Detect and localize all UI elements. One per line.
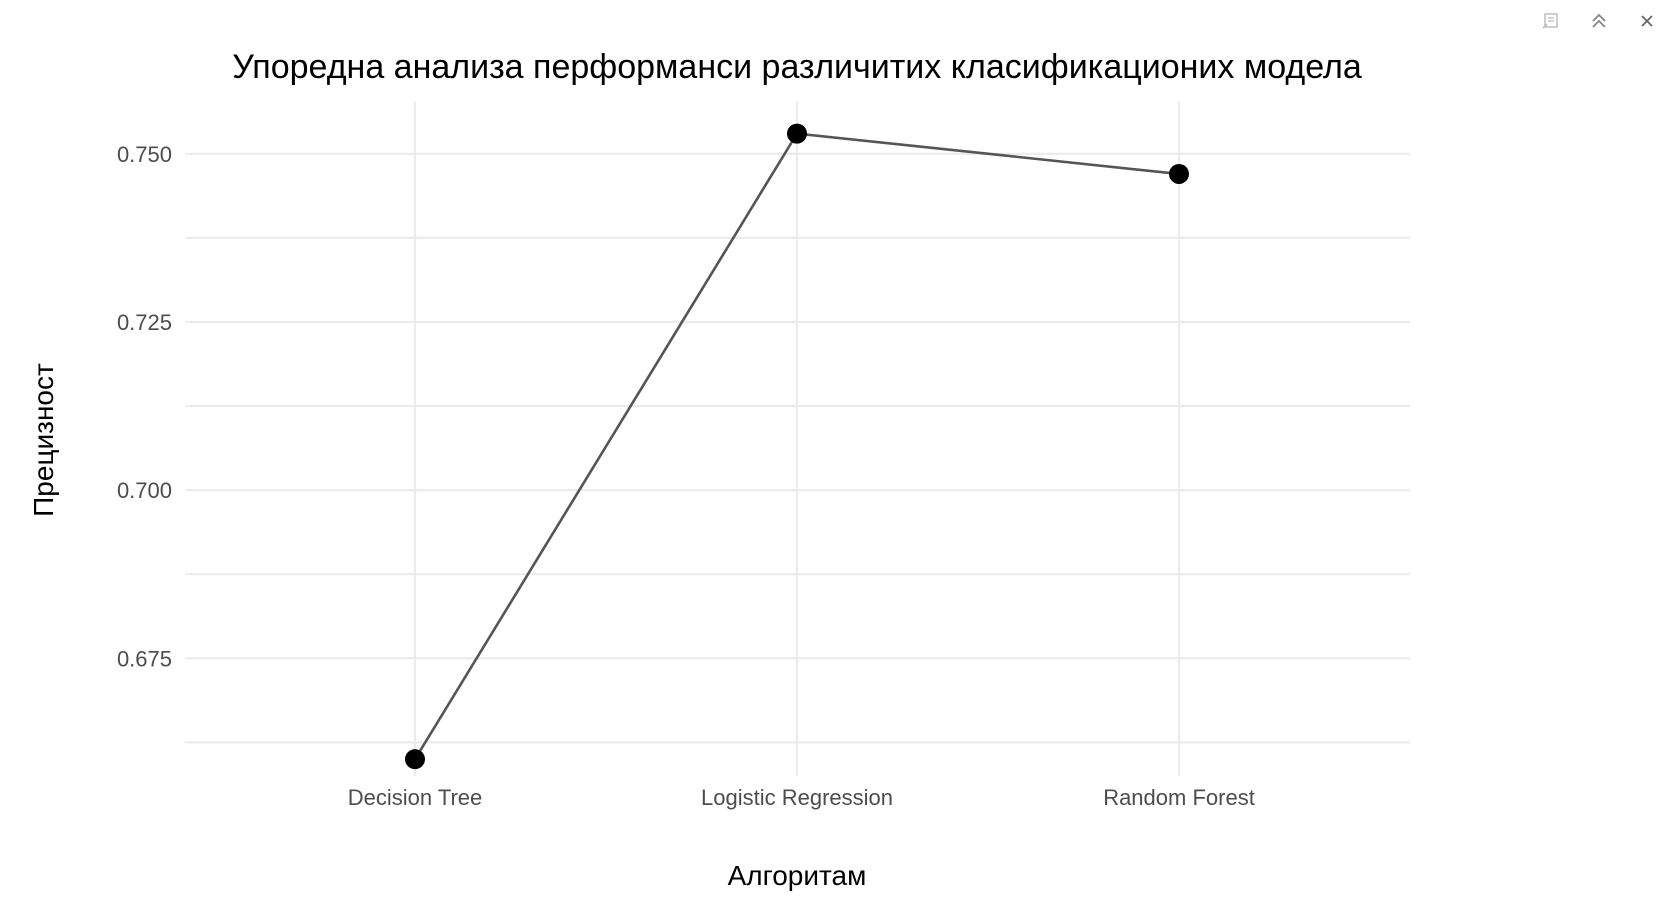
y-tick-label: 0.725 xyxy=(117,310,172,335)
x-tick-label: Decision Tree xyxy=(348,785,483,810)
y-tick-labels: 0.675 0.700 0.725 0.750 xyxy=(117,142,172,671)
data-point xyxy=(1169,163,1189,184)
x-tick-labels: Decision Tree Logistic Regression Random F… xyxy=(348,785,1255,810)
x-tick-label: Random Forest xyxy=(1103,785,1255,810)
viewer-toolbar xyxy=(1538,8,1660,34)
chart-title: Упоредна анализа перформанси различитих … xyxy=(232,48,1362,86)
y-tick-label: 0.700 xyxy=(117,478,172,503)
collapse-icon xyxy=(1592,13,1606,28)
grid-lines xyxy=(185,102,1410,776)
data-point xyxy=(405,749,425,770)
x-axis-label: Алгоритам xyxy=(728,860,867,891)
data-point xyxy=(787,123,807,144)
y-tick-label: 0.675 xyxy=(117,646,172,671)
pop-out-button[interactable] xyxy=(1538,8,1564,34)
series-layer xyxy=(405,123,1189,770)
close-button[interactable] xyxy=(1634,8,1660,34)
x-tick-label: Logistic Regression xyxy=(701,785,893,810)
collapse-button[interactable] xyxy=(1586,8,1612,34)
y-tick-label: 0.750 xyxy=(117,142,172,167)
y-axis-label: Прецизност xyxy=(28,363,59,517)
pop-out-icon xyxy=(1542,13,1558,29)
close-icon xyxy=(1641,15,1653,27)
